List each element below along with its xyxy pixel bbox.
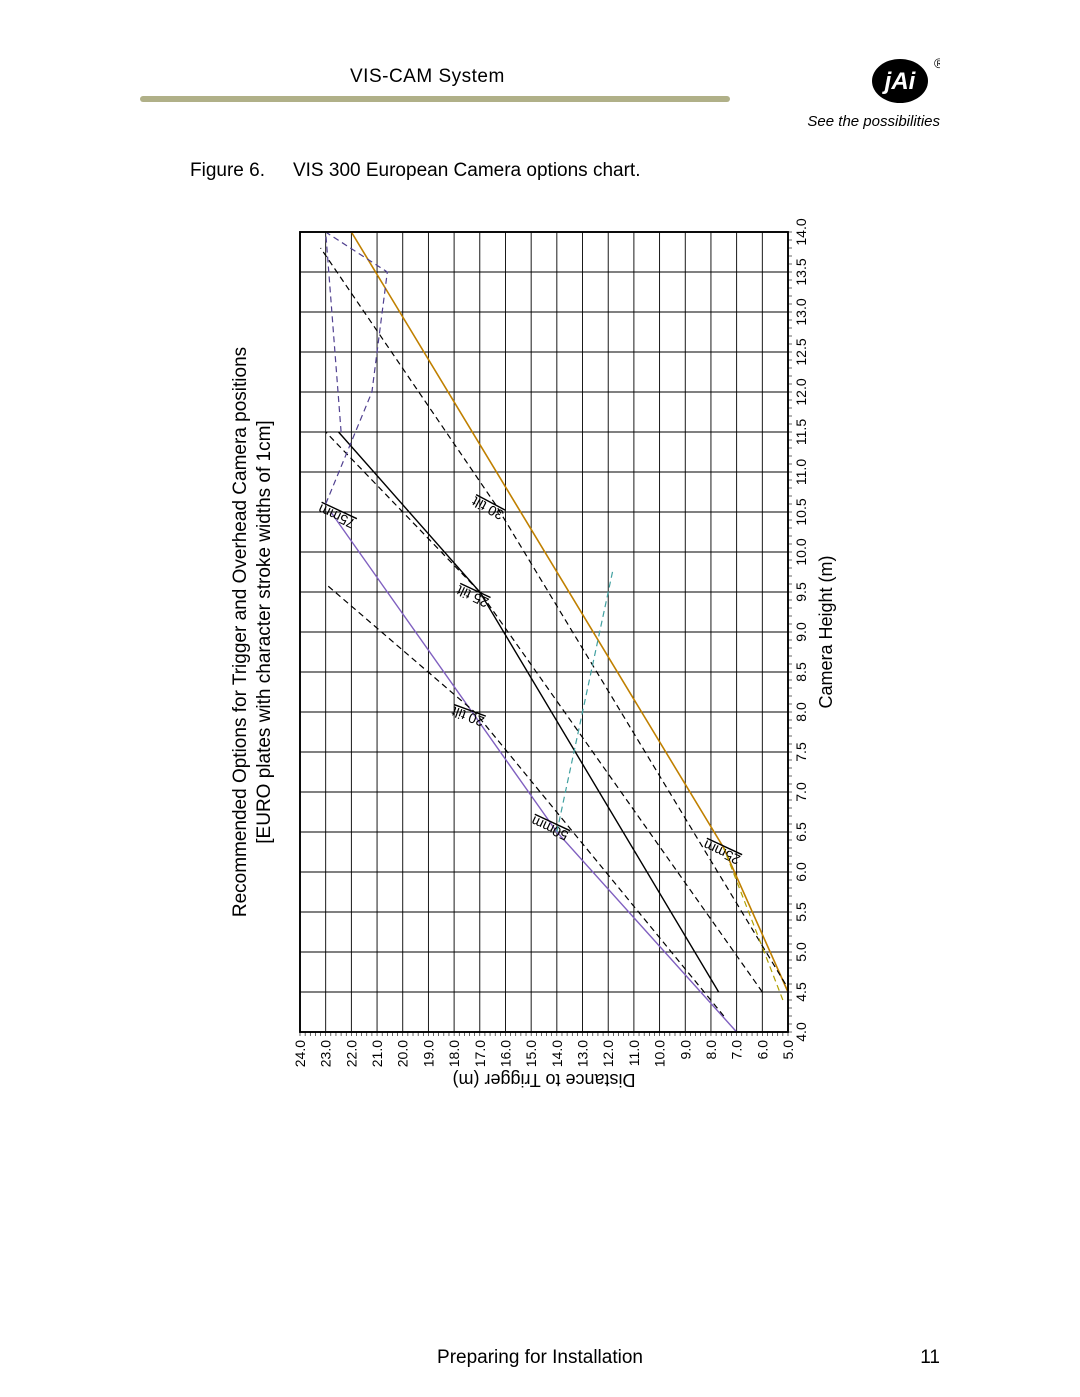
svg-text:11.5: 11.5 [793, 419, 809, 445]
footer-section: Preparing for Installation [437, 1347, 643, 1369]
svg-text:®: ® [934, 56, 940, 71]
svg-text:7.0: 7.0 [793, 782, 809, 802]
svg-text:Recommended Options for Trigge: Recommended Options for Trigger and Over… [230, 347, 251, 917]
svg-text:10.0: 10.0 [793, 538, 809, 565]
svg-text:14.0: 14.0 [549, 1040, 565, 1067]
svg-text:5.0: 5.0 [780, 1040, 796, 1060]
svg-text:12.5: 12.5 [793, 338, 809, 365]
svg-text:9.5: 9.5 [793, 582, 809, 602]
svg-text:13.0: 13.0 [793, 298, 809, 325]
svg-text:[EURO plates with character st: [EURO plates with character stroke width… [254, 420, 275, 843]
svg-text:9.0: 9.0 [677, 1040, 693, 1060]
svg-text:jAi: jAi [882, 68, 917, 95]
svg-text:4.5: 4.5 [793, 982, 809, 1002]
options-chart: 4.0 4.5 5.0 5.5 6.0 6.5 7.0 7.5 8.0 8.5 9.0 9.5 10.0… [180, 190, 880, 1150]
svg-text:17.0: 17.0 [472, 1040, 488, 1067]
svg-text:6.0: 6.0 [793, 862, 809, 882]
svg-text:12.0: 12.0 [793, 378, 809, 405]
svg-text:22.0: 22.0 [343, 1040, 359, 1067]
svg-text:7.0: 7.0 [729, 1040, 745, 1060]
svg-text:15.0: 15.0 [523, 1040, 539, 1067]
jai-logo-icon: jAi ® [870, 56, 940, 106]
svg-text:7.5: 7.5 [793, 742, 809, 762]
figure-caption-text: VIS 300 European Camera options chart. [293, 160, 640, 181]
svg-text:5.5: 5.5 [793, 902, 809, 922]
svg-text:16.0: 16.0 [497, 1040, 513, 1067]
svg-text:5.0: 5.0 [793, 942, 809, 962]
svg-text:13.0: 13.0 [575, 1040, 591, 1067]
svg-text:4.0: 4.0 [793, 1022, 809, 1042]
svg-text:10.0: 10.0 [652, 1040, 668, 1067]
svg-text:23.0: 23.0 [318, 1040, 334, 1067]
svg-text:13.5: 13.5 [793, 258, 809, 285]
svg-text:21.0: 21.0 [369, 1040, 385, 1067]
svg-text:Camera Height (m): Camera Height (m) [816, 555, 836, 708]
svg-text:8.5: 8.5 [793, 662, 809, 682]
page-header-title: VIS-CAM System [350, 66, 505, 88]
svg-text:24.0: 24.0 [292, 1040, 308, 1067]
svg-text:Distance to Trigger (m): Distance to Trigger (m) [452, 1070, 635, 1090]
svg-text:18.0: 18.0 [446, 1040, 462, 1067]
header-rule [140, 96, 730, 102]
logo-block: jAi ® See the possibilities [807, 56, 940, 130]
svg-text:19.0: 19.0 [420, 1040, 436, 1067]
svg-text:8.0: 8.0 [703, 1040, 719, 1060]
svg-text:11.0: 11.0 [793, 459, 809, 485]
svg-text:9.0: 9.0 [793, 622, 809, 642]
logo-tagline: See the possibilities [807, 113, 940, 130]
figure-label: Figure 6. [190, 160, 265, 181]
svg-text:8.0: 8.0 [793, 702, 809, 722]
svg-text:6.0: 6.0 [754, 1040, 770, 1060]
svg-text:20.0: 20.0 [395, 1040, 411, 1067]
svg-text:10.5: 10.5 [793, 498, 809, 525]
svg-text:14.0: 14.0 [793, 218, 809, 245]
figure-caption: Figure 6. VIS 300 European Camera options… [190, 160, 940, 182]
footer-page-number: 11 [920, 1347, 940, 1369]
svg-text:12.0: 12.0 [600, 1040, 616, 1067]
svg-text:6.5: 6.5 [793, 822, 809, 842]
svg-text:11.0: 11.0 [626, 1040, 642, 1066]
